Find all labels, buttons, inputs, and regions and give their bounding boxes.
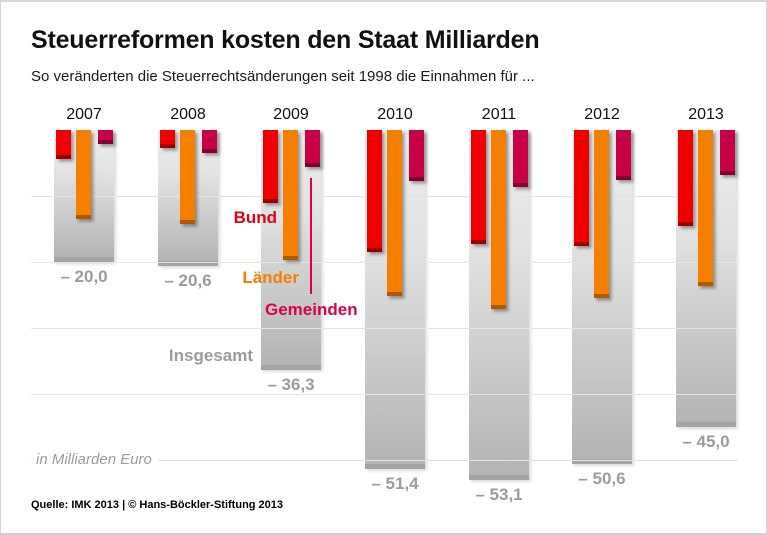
gridline-minus-50: [31, 460, 738, 461]
bund-bar-2007: [56, 130, 71, 160]
year-label-2011: 2011: [481, 106, 517, 123]
year-label-2012: 2012: [584, 106, 620, 123]
bund-bar-2010: [367, 130, 382, 253]
gemeinden-connector-line: [310, 178, 312, 294]
gemeinden-bar-2008: [202, 130, 217, 154]
gridline-minus-20: [31, 262, 738, 263]
total-value-label-2009: – 36,3: [267, 374, 315, 394]
year-label-2009: 2009: [273, 106, 309, 123]
gemeinden-bar-2010: [409, 130, 424, 182]
länder-bar-2012: [594, 130, 609, 299]
gemeinden-bar-2009: [305, 130, 320, 167]
total-value-label-2013: – 45,0: [682, 432, 730, 451]
legend-label-insgesamt: Insgesamt: [168, 346, 253, 365]
gridline-minus-30: [31, 328, 738, 329]
bund-bar-2012: [574, 130, 589, 247]
legend-label-laender: Länder: [242, 268, 299, 287]
länder-bar-2013: [698, 130, 713, 287]
year-label-2013: 2013: [688, 106, 724, 123]
year-label-2008: 2008: [170, 106, 206, 123]
bund-bar-2008: [160, 130, 175, 149]
länder-bar-2011: [491, 130, 506, 309]
länder-bar-2008: [180, 130, 195, 225]
legend-label-gemeinden: Gemeinden: [265, 300, 358, 319]
total-value-label-2012: – 50,6: [578, 468, 626, 488]
länder-bar-2010: [387, 130, 402, 296]
gemeinden-bar-2011: [513, 130, 528, 188]
länder-bar-2009: [283, 130, 298, 261]
gridline-minus-40: [31, 394, 738, 395]
year-label-2007: 2007: [66, 106, 102, 123]
bund-bar-2009: [263, 130, 278, 203]
total-value-label-2008: – 20,6: [164, 270, 212, 290]
page-title: Steuerreformen kosten den Staat Milliard…: [31, 26, 540, 54]
länder-bar-2007: [76, 130, 91, 220]
legend-label-bund: Bund: [233, 208, 277, 227]
gemeinden-bar-2007: [98, 130, 113, 144]
bund-bar-2013: [678, 130, 693, 226]
gemeinden-bar-2013: [720, 130, 735, 175]
total-value-label-2010: – 51,4: [371, 474, 419, 494]
unit-note: in Milliarden Euro: [33, 451, 158, 470]
gridline-minus-10: [31, 196, 738, 197]
total-value-label-2011: – 53,1: [475, 485, 523, 505]
page-subtitle: So veränderten die Steuerrechtsänderunge…: [31, 68, 535, 85]
gemeinden-bar-2012: [616, 130, 631, 180]
bund-bar-2011: [471, 130, 486, 245]
total-value-label-2007: – 20,0: [60, 267, 108, 286]
source-credit: Quelle: IMK 2013 | © Hans-Böckler-Stiftu…: [31, 499, 284, 511]
year-label-2010: 2010: [377, 106, 413, 123]
